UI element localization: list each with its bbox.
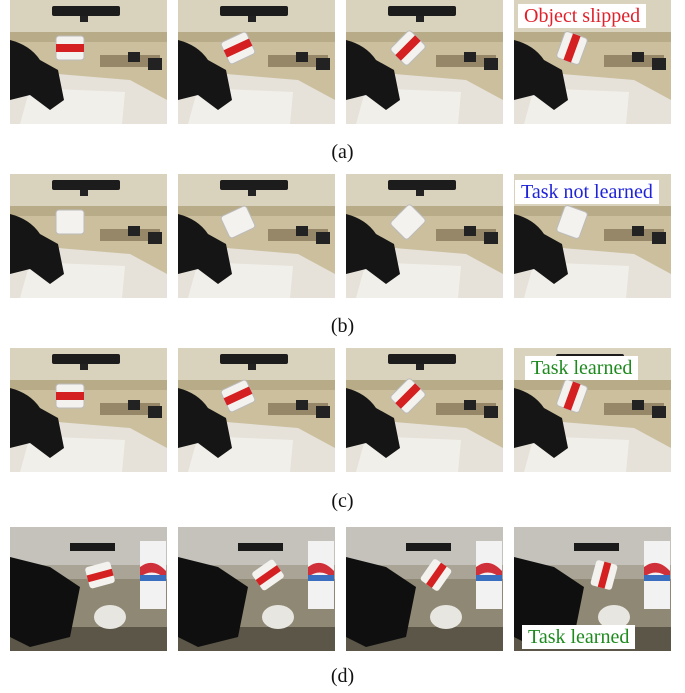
photo-frame bbox=[10, 0, 167, 124]
caption-a: (a) bbox=[331, 141, 354, 163]
photo-frame bbox=[10, 527, 167, 651]
status-label: Task learned bbox=[525, 356, 639, 380]
status-label: Object slipped bbox=[518, 4, 647, 28]
photo-frame bbox=[346, 174, 503, 298]
status-label: Task learned bbox=[522, 625, 636, 649]
caption-c: (c) bbox=[331, 490, 354, 512]
photo-frame bbox=[178, 174, 335, 298]
photo-frame bbox=[346, 0, 503, 124]
row-b: Task not learned bbox=[10, 174, 673, 298]
photo-frame bbox=[178, 527, 335, 651]
photo-frame bbox=[346, 348, 503, 472]
caption-b: (b) bbox=[330, 315, 355, 337]
photo-frame bbox=[10, 174, 167, 298]
photo-frame bbox=[346, 527, 503, 651]
status-label: Task not learned bbox=[515, 180, 659, 204]
photo-frame bbox=[178, 0, 335, 124]
photo-frame bbox=[10, 348, 167, 472]
row-d: Task learned bbox=[10, 527, 673, 651]
photo-frame bbox=[178, 348, 335, 472]
caption-d: (d) bbox=[330, 665, 355, 687]
row-c: Task learned bbox=[10, 348, 673, 472]
row-a: Object slipped bbox=[10, 0, 673, 124]
